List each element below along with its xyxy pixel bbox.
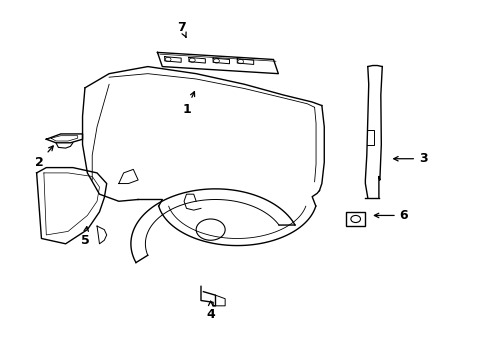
Text: 2: 2 bbox=[35, 146, 53, 169]
Text: 7: 7 bbox=[177, 21, 186, 37]
Text: 3: 3 bbox=[393, 152, 427, 165]
FancyBboxPatch shape bbox=[346, 212, 365, 226]
Text: 4: 4 bbox=[206, 301, 215, 321]
Text: 6: 6 bbox=[374, 209, 407, 222]
Text: 5: 5 bbox=[81, 227, 89, 247]
Text: 1: 1 bbox=[182, 92, 194, 116]
